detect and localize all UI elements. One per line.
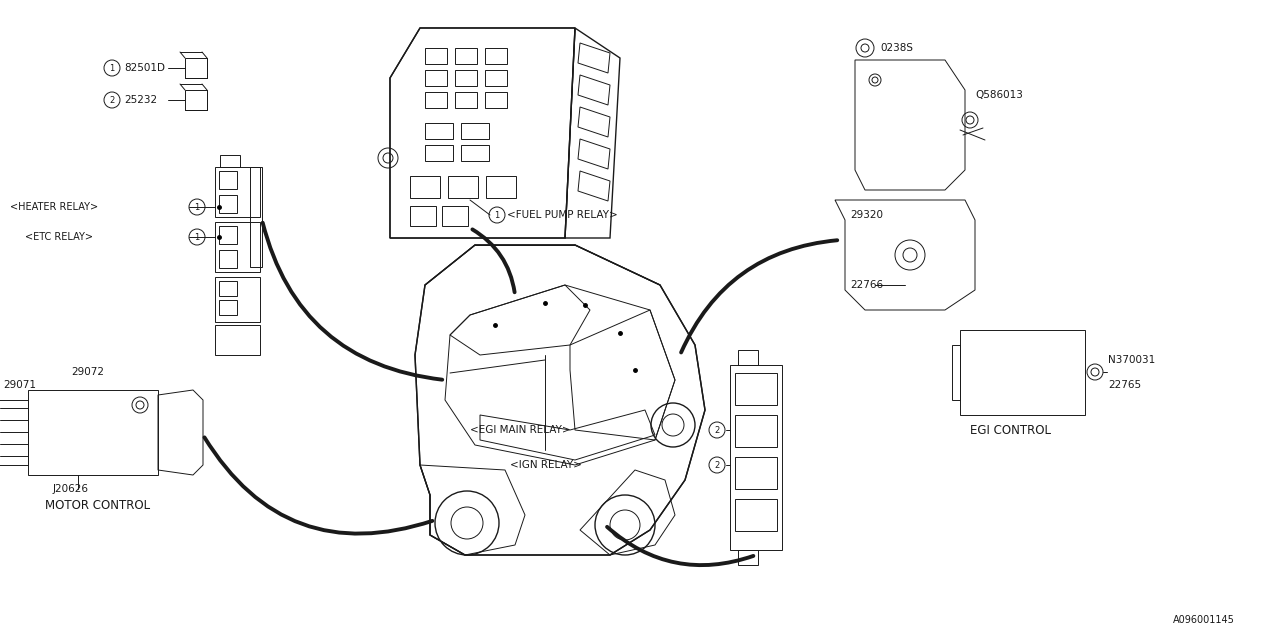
Bar — [410, 206, 436, 226]
Text: 82501D: 82501D — [124, 63, 165, 73]
Bar — [461, 145, 489, 161]
Bar — [0, 400, 28, 465]
Text: EGI CONTROL: EGI CONTROL — [970, 424, 1051, 436]
Text: 22765: 22765 — [1108, 380, 1142, 390]
Bar — [735, 373, 777, 405]
Bar — [425, 145, 453, 161]
Bar — [485, 92, 507, 108]
Bar — [219, 195, 237, 213]
Bar — [219, 281, 237, 296]
Bar — [486, 176, 516, 198]
Text: 1: 1 — [109, 63, 115, 72]
Bar — [219, 171, 237, 189]
Bar — [485, 48, 507, 64]
Text: 2: 2 — [714, 461, 719, 470]
Text: 29320: 29320 — [850, 210, 883, 220]
Bar — [960, 330, 1085, 415]
Bar — [735, 457, 777, 489]
Bar — [220, 155, 241, 167]
Text: 2: 2 — [109, 95, 115, 104]
Text: 29072: 29072 — [72, 367, 105, 377]
Bar — [28, 390, 157, 475]
Text: <IGN RELAY>: <IGN RELAY> — [509, 460, 582, 470]
Text: Q586013: Q586013 — [975, 90, 1023, 100]
Text: MOTOR CONTROL: MOTOR CONTROL — [45, 499, 151, 511]
Bar — [461, 123, 489, 139]
Bar — [454, 70, 477, 86]
Bar — [250, 167, 262, 267]
Bar — [186, 90, 207, 110]
Bar — [735, 415, 777, 447]
Bar — [186, 58, 207, 78]
Bar — [952, 345, 960, 400]
Bar — [219, 300, 237, 315]
Bar — [425, 70, 447, 86]
Text: N370031: N370031 — [1108, 355, 1156, 365]
Polygon shape — [415, 245, 705, 555]
Text: J20626: J20626 — [52, 484, 90, 494]
Bar — [454, 48, 477, 64]
Bar — [219, 226, 237, 244]
Polygon shape — [390, 29, 573, 237]
Bar — [735, 499, 777, 531]
Text: 29071: 29071 — [3, 380, 36, 390]
Bar — [410, 176, 440, 198]
Bar — [448, 176, 477, 198]
Bar — [442, 206, 468, 226]
Bar — [485, 70, 507, 86]
Bar — [425, 123, 453, 139]
Text: 1: 1 — [494, 211, 499, 220]
Text: A096001145: A096001145 — [1174, 615, 1235, 625]
Bar — [215, 277, 260, 322]
Bar — [730, 365, 782, 550]
Text: <EGI MAIN RELAY>: <EGI MAIN RELAY> — [470, 425, 571, 435]
Bar — [425, 92, 447, 108]
Text: 25232: 25232 — [124, 95, 157, 105]
Bar — [219, 250, 237, 268]
Bar — [215, 325, 260, 355]
Bar — [215, 222, 260, 272]
Bar — [215, 167, 260, 217]
Text: 0238S: 0238S — [881, 43, 913, 53]
Text: 1: 1 — [195, 232, 200, 241]
Text: 1: 1 — [195, 202, 200, 211]
Bar — [739, 550, 758, 565]
Text: 22766: 22766 — [850, 280, 883, 290]
Text: <ETC RELAY>: <ETC RELAY> — [26, 232, 93, 242]
Bar — [454, 92, 477, 108]
Text: 2: 2 — [714, 426, 719, 435]
Text: <FUEL PUMP RELAY>: <FUEL PUMP RELAY> — [507, 210, 618, 220]
Text: <HEATER RELAY>: <HEATER RELAY> — [10, 202, 99, 212]
Bar — [425, 48, 447, 64]
Bar — [739, 350, 758, 365]
